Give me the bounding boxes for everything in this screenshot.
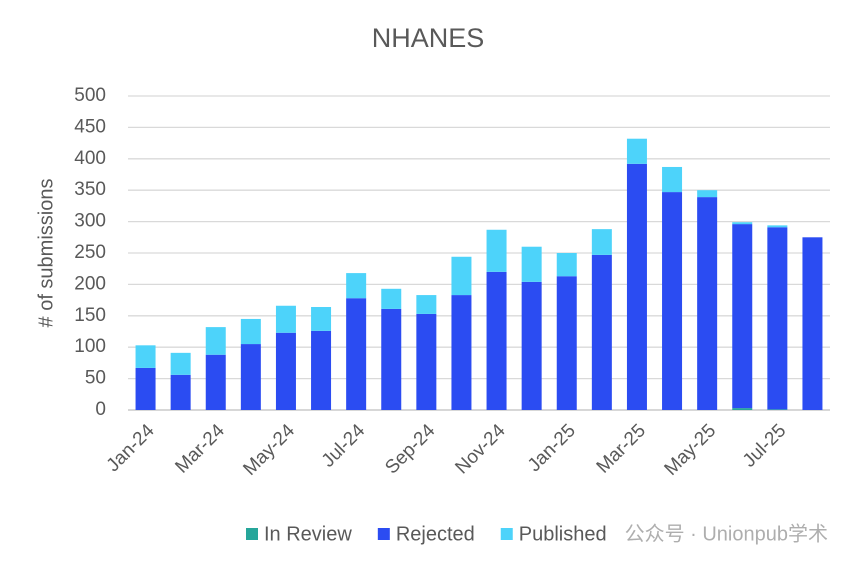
bar-segment (381, 308, 402, 410)
bar-segment (662, 192, 683, 410)
bar-segment (626, 163, 647, 410)
bar-segment (275, 305, 296, 333)
y-tick-label: 100 (74, 336, 106, 357)
y-tick-label: 400 (74, 148, 106, 169)
bar-segment (697, 190, 718, 198)
y-tick-label: 50 (85, 368, 106, 389)
x-tick-label: Mar-25 (593, 420, 650, 477)
x-tick-label: Jan-25 (524, 420, 580, 476)
bar-segment (486, 271, 507, 410)
bar-segment (732, 224, 753, 409)
bar-segment (556, 253, 577, 277)
legend-label: In Review (264, 523, 352, 545)
legend-label: Published (519, 523, 607, 545)
legend-swatch (246, 528, 258, 540)
bar-segment (451, 256, 472, 296)
y-tick-label: 200 (74, 273, 106, 294)
bar-segment (416, 295, 437, 314)
bar-segment (311, 330, 332, 410)
x-tick-label: May-25 (661, 420, 721, 480)
legend-swatch (500, 528, 513, 540)
bar-segment (521, 281, 542, 410)
bar-segment (346, 273, 367, 299)
bar-segment (591, 229, 612, 255)
x-tick-label: Mar-24 (171, 420, 229, 478)
y-axis-label: # of submissions (35, 179, 57, 328)
bar-segment (240, 318, 261, 345)
bar-segment (486, 229, 507, 272)
y-tick-label: 0 (95, 399, 106, 420)
bar-segment (205, 327, 226, 355)
legend-label: Rejected (396, 523, 475, 545)
bar-segment (135, 367, 156, 410)
bar-segment (732, 222, 753, 225)
bar-segment (205, 354, 226, 410)
x-tick-label: Sep-24 (381, 420, 439, 478)
y-tick-label: 450 (74, 116, 106, 137)
bar-segment (416, 313, 437, 410)
y-tick-label: 500 (74, 85, 106, 106)
bar-segment (275, 332, 296, 410)
x-tick-label: Jan-24 (103, 420, 159, 476)
y-tick-label: 150 (74, 305, 106, 326)
y-tick-label: 250 (74, 242, 106, 263)
bar-segment (451, 295, 472, 410)
y-tick-label: 300 (74, 211, 106, 232)
bar-segment (170, 352, 191, 375)
bar-segment (240, 344, 261, 410)
bar-segment (346, 298, 367, 410)
x-tick-label: Jul-25 (739, 420, 790, 471)
y-tick-label: 350 (74, 179, 106, 200)
x-tick-label: May-24 (239, 420, 299, 480)
bar-segment (521, 246, 542, 282)
bar-segment (767, 409, 788, 410)
bar-segment (170, 374, 191, 410)
bar-segment (311, 307, 332, 331)
bar-segment (626, 138, 647, 164)
bar-segment (802, 237, 823, 410)
bar-segment (662, 166, 683, 193)
chart-title: NHANES (372, 23, 485, 53)
legend-swatch (377, 528, 390, 540)
bar-segment (135, 345, 156, 368)
bar-segment (591, 254, 612, 410)
x-tick-label: Jul-24 (318, 420, 370, 472)
bar-segment (732, 408, 753, 410)
bar-segment (697, 197, 718, 410)
x-tick-label: Nov-24 (451, 420, 509, 478)
bar-segment (556, 276, 577, 410)
bar-segment (767, 227, 788, 410)
bar-segment (767, 225, 788, 228)
watermark: 公众号 · Unionpub学术 (625, 522, 828, 545)
bar-segment (381, 288, 402, 309)
